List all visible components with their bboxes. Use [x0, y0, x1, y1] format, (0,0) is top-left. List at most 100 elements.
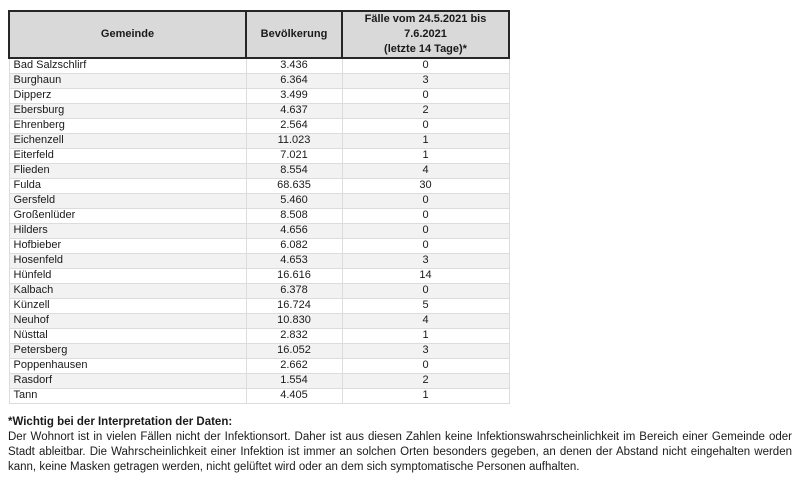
- cell-gemeinde: Ehrenberg: [8, 117, 247, 134]
- cell-bevoelkerung: 16.724: [245, 297, 343, 314]
- cell-gemeinde: Hofbieber: [8, 237, 247, 254]
- table-row: Hilders 4.656 0: [8, 222, 510, 239]
- footnote-title: *Wichtig bei der Interpretation der Date…: [8, 415, 233, 428]
- cell-bevoelkerung: 10.830: [245, 312, 343, 329]
- header-gemeinde: Gemeinde: [8, 10, 247, 59]
- cell-bevoelkerung: 4.405: [245, 387, 343, 404]
- cell-faelle: 0: [341, 207, 510, 224]
- table-row: Rasdorf 1.554 2: [8, 372, 510, 389]
- cell-faelle: 0: [341, 87, 510, 104]
- cell-bevoelkerung: 8.554: [245, 162, 343, 179]
- cell-bevoelkerung: 6.364: [245, 72, 343, 89]
- cell-faelle: 30: [341, 177, 510, 194]
- cell-bevoelkerung: 2.662: [245, 357, 343, 374]
- cell-bevoelkerung: 5.460: [245, 192, 343, 209]
- cell-bevoelkerung: 68.635: [245, 177, 343, 194]
- cell-gemeinde: Dipperz: [8, 87, 247, 104]
- cell-bevoelkerung: 16.052: [245, 342, 343, 359]
- table-row: Künzell 16.724 5: [8, 297, 510, 314]
- cell-gemeinde: Kalbach: [8, 282, 247, 299]
- cell-gemeinde: Burghaun: [8, 72, 247, 89]
- header-faelle-line1: Fälle vom 24.5.2021 bis 7.6.2021: [364, 13, 487, 40]
- cell-faelle: 4: [341, 312, 510, 329]
- cell-bevoelkerung: 11.023: [245, 132, 343, 149]
- table-row: Hünfeld 16.616 14: [8, 267, 510, 284]
- cell-bevoelkerung: 4.656: [245, 222, 343, 239]
- cell-faelle: 1: [341, 132, 510, 149]
- cell-gemeinde: Großenlüder: [8, 207, 247, 224]
- cell-faelle: 0: [341, 237, 510, 254]
- cell-bevoelkerung: 8.508: [245, 207, 343, 224]
- table-row: Flieden 8.554 4: [8, 162, 510, 179]
- cell-bevoelkerung: 2.564: [245, 117, 343, 134]
- table-row: Hosenfeld 4.653 3: [8, 252, 510, 269]
- cell-faelle: 1: [341, 147, 510, 164]
- cell-gemeinde: Fulda: [8, 177, 247, 194]
- table-row: Petersberg 16.052 3: [8, 342, 510, 359]
- cell-gemeinde: Künzell: [8, 297, 247, 314]
- cell-bevoelkerung: 3.436: [245, 57, 343, 74]
- cell-faelle: 2: [341, 372, 510, 389]
- cell-gemeinde: Eiterfeld: [8, 147, 247, 164]
- table-row: Neuhof 10.830 4: [8, 312, 510, 329]
- table-row: Hofbieber 6.082 0: [8, 237, 510, 254]
- cell-faelle: 0: [341, 357, 510, 374]
- cell-gemeinde: Tann: [8, 387, 247, 404]
- cell-faelle: 2: [341, 102, 510, 119]
- header-faelle-line2: (letzte 14 Tage)*: [384, 43, 467, 55]
- cell-faelle: 3: [341, 252, 510, 269]
- cell-faelle: 3: [341, 342, 510, 359]
- header-row: Gemeinde Bevölkerung Fälle vom 24.5.2021…: [8, 10, 510, 59]
- cases-table: Gemeinde Bevölkerung Fälle vom 24.5.2021…: [8, 10, 510, 404]
- table-body: Bad Salzschlirf 3.436 0 Burghaun 6.364 3 Dippe…: [8, 57, 510, 404]
- cell-bevoelkerung: 7.021: [245, 147, 343, 164]
- cell-gemeinde: Hosenfeld: [8, 252, 247, 269]
- cell-faelle: 3: [341, 72, 510, 89]
- footnote: *Wichtig bei der Interpretation der Date…: [8, 415, 792, 475]
- table-row: Kalbach 6.378 0: [8, 282, 510, 299]
- table-row: Fulda 68.635 30: [8, 177, 510, 194]
- table-row: Gersfeld 5.460 0: [8, 192, 510, 209]
- cell-gemeinde: Nüsttal: [8, 327, 247, 344]
- cell-bevoelkerung: 6.082: [245, 237, 343, 254]
- cell-bevoelkerung: 2.832: [245, 327, 343, 344]
- table-row: Eichenzell 11.023 1: [8, 132, 510, 149]
- table-row: Bad Salzschlirf 3.436 0: [8, 57, 510, 74]
- cell-gemeinde: Bad Salzschlirf: [8, 57, 247, 74]
- cell-faelle: 0: [341, 192, 510, 209]
- cell-faelle: 0: [341, 117, 510, 134]
- cell-gemeinde: Poppenhausen: [8, 357, 247, 374]
- table-header: Gemeinde Bevölkerung Fälle vom 24.5.2021…: [8, 10, 510, 59]
- table-row: Burghaun 6.364 3: [8, 72, 510, 89]
- table-row: Ehrenberg 2.564 0: [8, 117, 510, 134]
- cell-bevoelkerung: 16.616: [245, 267, 343, 284]
- cell-faelle: 1: [341, 327, 510, 344]
- cell-faelle: 4: [341, 162, 510, 179]
- cell-gemeinde: Neuhof: [8, 312, 247, 329]
- table-row: Großenlüder 8.508 0: [8, 207, 510, 224]
- cell-gemeinde: Hünfeld: [8, 267, 247, 284]
- cell-gemeinde: Hilders: [8, 222, 247, 239]
- cell-faelle: 5: [341, 297, 510, 314]
- cell-faelle: 1: [341, 387, 510, 404]
- cell-faelle: 14: [341, 267, 510, 284]
- header-faelle: Fälle vom 24.5.2021 bis 7.6.2021 (letzte…: [341, 10, 510, 59]
- table-row: Poppenhausen 2.662 0: [8, 357, 510, 374]
- cell-faelle: 0: [341, 282, 510, 299]
- table-row: Eiterfeld 7.021 1: [8, 147, 510, 164]
- cell-faelle: 0: [341, 222, 510, 239]
- table-row: Tann 4.405 1: [8, 387, 510, 404]
- table-row: Ebersburg 4.637 2: [8, 102, 510, 119]
- cell-bevoelkerung: 6.378: [245, 282, 343, 299]
- cell-bevoelkerung: 4.653: [245, 252, 343, 269]
- table-row: Nüsttal 2.832 1: [8, 327, 510, 344]
- cell-gemeinde: Rasdorf: [8, 372, 247, 389]
- footnote-body: Der Wohnort ist in vielen Fällen nicht d…: [8, 430, 792, 473]
- cell-gemeinde: Eichenzell: [8, 132, 247, 149]
- table-row: Dipperz 3.499 0: [8, 87, 510, 104]
- cell-bevoelkerung: 1.554: [245, 372, 343, 389]
- cell-faelle: 0: [341, 57, 510, 74]
- cell-bevoelkerung: 3.499: [245, 87, 343, 104]
- cell-gemeinde: Flieden: [8, 162, 247, 179]
- cell-gemeinde: Gersfeld: [8, 192, 247, 209]
